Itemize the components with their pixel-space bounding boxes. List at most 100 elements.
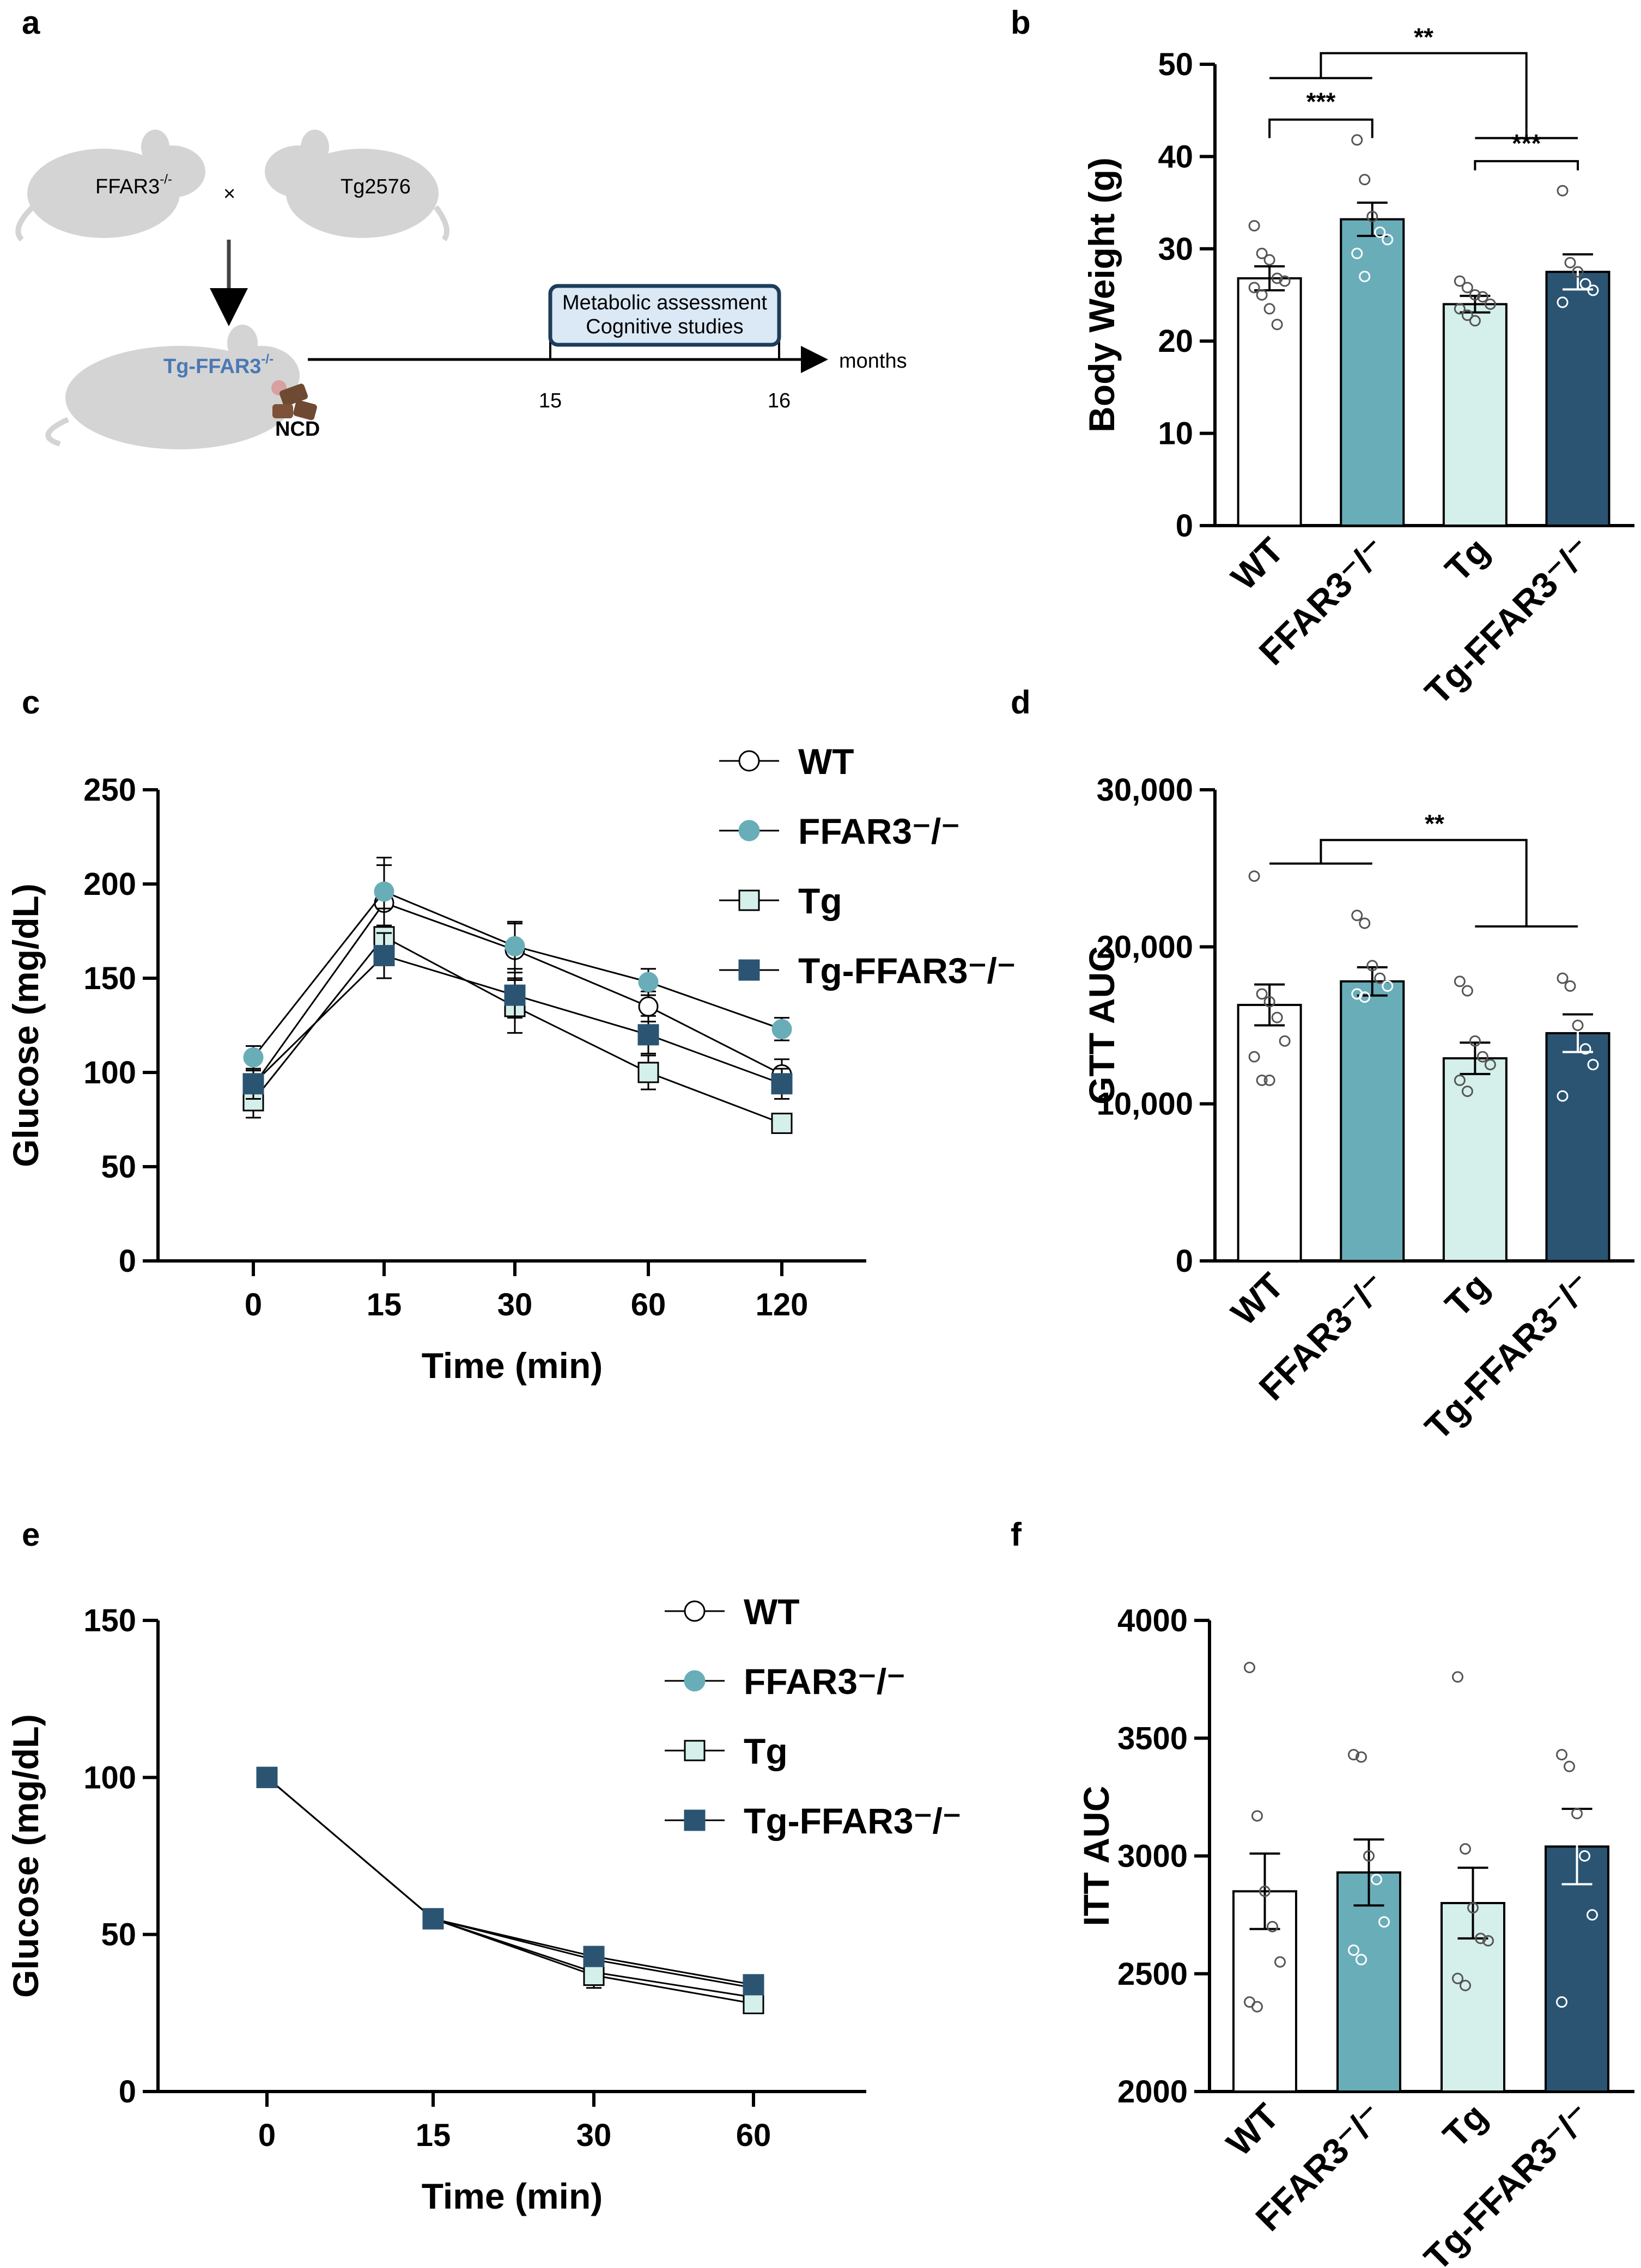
- schematic-panel-a: FFAR3-/- × Tg2576 Tg-FFAR3-/- NCD Metabo…: [15, 130, 907, 449]
- data-point: [242, 1073, 264, 1095]
- mouse1-name: FFAR3: [95, 175, 160, 198]
- data-point: [1476, 1051, 1488, 1063]
- legend-marker: [738, 750, 760, 772]
- data-point: [1359, 991, 1371, 1003]
- offspring-name: Tg-FFAR3: [163, 355, 261, 378]
- data-point: [422, 1908, 444, 1930]
- data-point: [1359, 174, 1371, 186]
- y-axis-title: Body Weight (g): [1081, 157, 1122, 432]
- x-tick-label: 30: [497, 1287, 533, 1322]
- chow-pellet-icon: [272, 383, 317, 420]
- bar: [1545, 271, 1610, 527]
- y-tick-label: 150: [83, 961, 136, 996]
- data-point: [1251, 2001, 1263, 2013]
- data-point: [1267, 1921, 1278, 1932]
- y-tick-label: 10: [1158, 416, 1193, 452]
- sig-label-main: **: [1414, 23, 1433, 51]
- y-tick-label: 50: [101, 1149, 136, 1185]
- series-line: [266, 1777, 754, 2005]
- data-point: [1557, 1090, 1569, 1102]
- y-tick-label: 2000: [1117, 2074, 1188, 2110]
- x-category-label: Tg: [1437, 530, 1497, 589]
- data-point: [637, 1062, 659, 1083]
- data-point: [1348, 1749, 1359, 1761]
- panel-label-f: f: [1011, 1516, 1022, 1553]
- legend-marker: [738, 889, 760, 911]
- sig-bracket-main: [1320, 52, 1528, 138]
- offspring-superscript: -/-: [261, 352, 274, 367]
- data-point: [1556, 1749, 1567, 1761]
- legend-label: WT: [744, 1592, 800, 1632]
- chart-e-itt-curve: 0 50 100 150 0 15 30 60 Time (min) Glucose (mg/dL…: [5, 1592, 962, 2216]
- data-point: [1366, 960, 1378, 972]
- offspring-label: Tg-FFAR3-/-: [163, 352, 274, 378]
- x-axis-title: Time (min): [422, 1345, 603, 1386]
- y-axis-title: Glucose (mg/dL): [5, 883, 46, 1167]
- data-point: [1484, 1059, 1496, 1071]
- y-tick-label: 0: [119, 1243, 136, 1279]
- y-tick-label: 0: [1176, 1243, 1193, 1279]
- panel-label-e: e: [22, 1516, 40, 1553]
- bar: [1545, 1032, 1610, 1262]
- data-point: [1351, 134, 1363, 146]
- mouse1-superscript: -/-: [160, 172, 172, 187]
- x-category-label: Tg: [1437, 1265, 1497, 1325]
- bar: [1237, 1004, 1302, 1263]
- y-tick-label: 3000: [1117, 1839, 1188, 1874]
- legend-marker: [684, 1809, 706, 1831]
- data-point: [1374, 226, 1386, 238]
- y-tick-label: 100: [83, 1055, 136, 1090]
- data-point: [1579, 1850, 1590, 1862]
- bar: [1442, 1057, 1508, 1263]
- data-point: [1572, 266, 1584, 278]
- diet-label: NCD: [275, 418, 320, 441]
- assessment-box-line1: Metabolic assessment: [562, 291, 767, 314]
- x-category-label: WT: [1223, 530, 1291, 598]
- bar: [1336, 1871, 1401, 2093]
- data-point: [771, 1019, 792, 1039]
- data-point: [1564, 980, 1576, 992]
- legend-label: FFAR3⁻/⁻: [798, 811, 960, 851]
- data-point: [1587, 1059, 1599, 1071]
- data-point: [743, 1974, 764, 1996]
- data-point: [1356, 1751, 1367, 1763]
- data-point: [1454, 976, 1466, 987]
- data-point: [1363, 1850, 1375, 1862]
- data-point: [1461, 282, 1473, 294]
- data-point: [1251, 1810, 1263, 1822]
- series-line: [252, 935, 782, 1124]
- x-tick-label: 15: [367, 1287, 402, 1322]
- data-point: [1469, 1035, 1481, 1047]
- legend-marker: [684, 1670, 706, 1692]
- panel-label-b: b: [1011, 4, 1031, 41]
- panel-label-d: d: [1011, 684, 1031, 721]
- data-point: [1579, 1043, 1591, 1055]
- data-point: [1248, 1051, 1260, 1063]
- panel-label-c: c: [22, 684, 40, 721]
- data-point: [1259, 1885, 1271, 1897]
- chart-c-gtt-curve: 0 50 100 150 200 250 0 15 30 60 120 Time (min) Gluco…: [5, 741, 1016, 1386]
- x-category-label: WT: [1219, 2096, 1287, 2164]
- data-point: [1461, 985, 1473, 997]
- data-point: [1279, 1035, 1291, 1047]
- x-tick-label: 120: [756, 1287, 809, 1322]
- y-axis-title: ITT AUC: [1076, 1786, 1116, 1926]
- data-point: [505, 936, 525, 956]
- data-point: [1461, 1086, 1473, 1098]
- data-point: [1484, 298, 1496, 310]
- sig-bracket-wt-ffar3: [1268, 118, 1373, 138]
- legend-label: Tg: [744, 1731, 788, 1771]
- y-tick-label: 20,000: [1097, 929, 1193, 965]
- data-point: [583, 1965, 605, 1986]
- data-point: [771, 1112, 793, 1134]
- mouse-ffar3-icon: [15, 130, 205, 242]
- data-point: [1256, 289, 1268, 301]
- sig-label-main: **: [1425, 809, 1444, 838]
- assessment-box-line2: Cognitive studies: [586, 315, 743, 338]
- legend-marker: [738, 959, 760, 981]
- data-point: [1556, 1996, 1567, 2008]
- data-point: [1374, 972, 1386, 984]
- series-line: [266, 1777, 754, 1989]
- data-point: [1557, 296, 1569, 308]
